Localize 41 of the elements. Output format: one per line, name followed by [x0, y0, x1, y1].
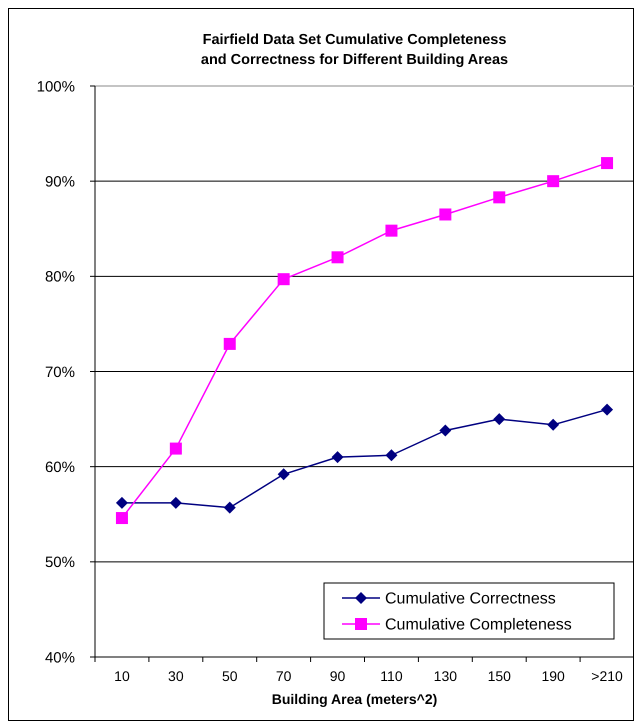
point [170, 496, 182, 509]
point [278, 273, 290, 286]
chart-title: Fairfield Data Set Cumulative Completeness and Correctness for Different Building Areas [200, 32, 508, 68]
y-tick-label: 70% [44, 364, 75, 381]
point [385, 449, 398, 462]
x-tick-label: 150 [488, 668, 512, 684]
point [385, 224, 398, 237]
x-tick-label: 130 [434, 668, 458, 684]
point [224, 502, 236, 514]
y-tick-label: 90% [44, 173, 75, 190]
point [170, 442, 182, 455]
point [601, 157, 614, 170]
x-axis-title: Building Area (meters^2) [272, 691, 438, 707]
point [547, 175, 560, 188]
y-tick-label: 80% [44, 268, 75, 286]
x-tick-label: 30 [168, 668, 184, 684]
point [224, 338, 236, 350]
point [493, 191, 506, 204]
x-tick-label: 70 [276, 668, 292, 684]
x-tick-label: 190 [541, 668, 566, 684]
x-tick-label: 50 [222, 668, 238, 684]
y-tick-label: 60% [44, 458, 75, 476]
x-tick-label: 10 [114, 668, 130, 684]
point [332, 451, 344, 464]
legend-label: Cumulative Correctness [385, 590, 556, 608]
point [116, 496, 128, 509]
y-tick-label: 40% [44, 649, 75, 666]
legend-label: Cumulative Completeness [385, 616, 572, 634]
point [332, 251, 344, 264]
x-tick-label: 90 [330, 668, 346, 684]
x-tick-label: >210 [591, 668, 624, 684]
point [116, 512, 128, 524]
y-tick-label: 100% [36, 78, 75, 96]
point [439, 208, 452, 220]
point [493, 413, 506, 426]
point [601, 404, 614, 416]
x-tick-label: 110 [380, 668, 403, 684]
point [439, 424, 452, 437]
point [547, 418, 560, 431]
y-tick-label: 50% [44, 554, 75, 572]
point [278, 468, 290, 480]
